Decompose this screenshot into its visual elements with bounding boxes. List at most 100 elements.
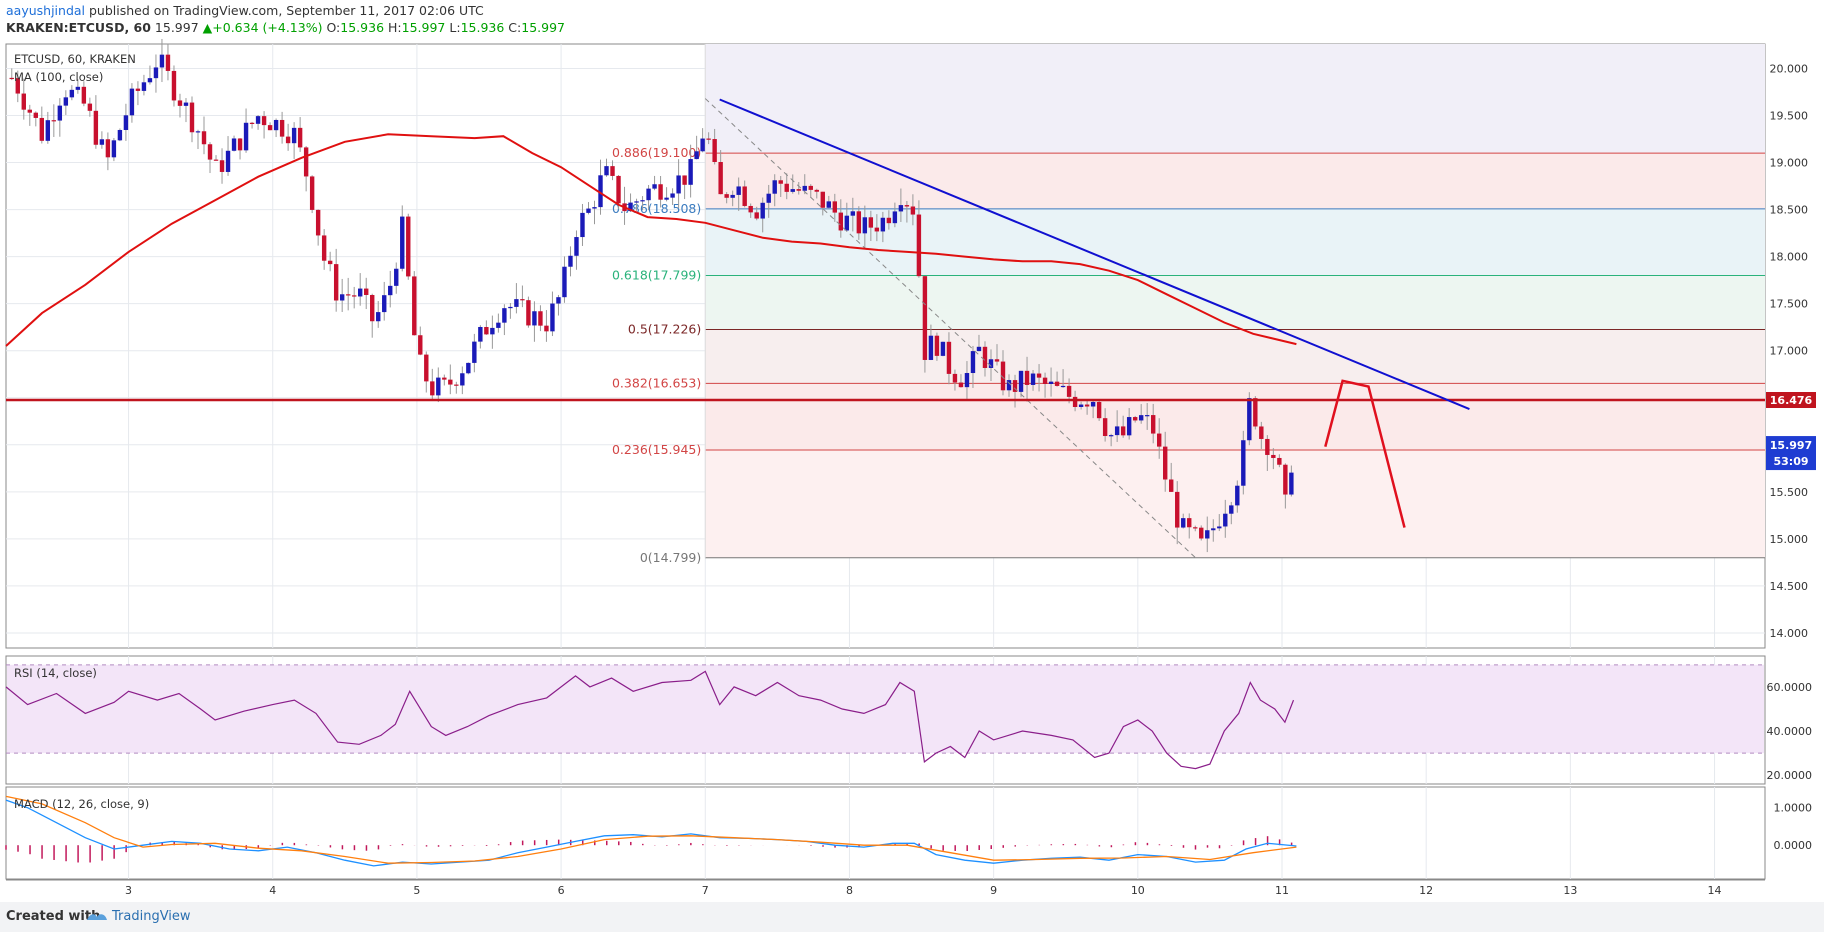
candle-body [610, 166, 615, 176]
tradingview-logo-icon [87, 914, 107, 920]
candle-body [195, 131, 201, 133]
candle-body [940, 341, 946, 356]
candle-body [9, 77, 14, 80]
candle-body [568, 255, 573, 267]
candle-body [640, 200, 645, 202]
candle-body [502, 308, 507, 323]
candle-body [592, 207, 597, 209]
close-label: C: [508, 20, 522, 35]
candle-body [285, 136, 291, 144]
candle-body [171, 70, 177, 101]
candle-body [1229, 505, 1234, 514]
created-with-text: Created with [6, 909, 101, 924]
candle-body [1024, 370, 1030, 385]
fib-band [705, 275, 1765, 330]
tradingview-brand-link[interactable]: TradingView [112, 909, 191, 924]
candle-body [105, 139, 111, 158]
high-label: H: [388, 20, 402, 35]
candle-body [724, 194, 729, 198]
candle-body [646, 188, 651, 201]
candle-body [514, 299, 519, 307]
candle-body [988, 359, 994, 368]
candle-body [1144, 415, 1150, 417]
candle-body [604, 166, 609, 176]
overlays [5, 98, 1765, 559]
candle-body [267, 125, 273, 131]
candle-body [538, 311, 543, 326]
candle-body [712, 139, 717, 163]
rsi-tick-label: 40.0000 [1767, 725, 1813, 738]
fib-label: 0.5(17.226) [628, 321, 701, 336]
candle-body [994, 359, 1000, 362]
fib-band [705, 153, 1765, 209]
resistance-price-label: 16.476 [1770, 394, 1813, 407]
candle-body [424, 354, 429, 382]
candle-body [508, 306, 513, 309]
candle-body [327, 260, 333, 265]
candle-body [562, 266, 567, 298]
candle-body [418, 335, 423, 355]
candle-body [1048, 381, 1054, 384]
candle-body [135, 88, 141, 91]
low-value: 15.936 [460, 20, 505, 35]
candle-body [1102, 418, 1108, 437]
candle-body [297, 127, 303, 148]
candle-body [586, 208, 591, 213]
candle-body [412, 276, 417, 336]
candle-body [1006, 380, 1012, 391]
candle-body [886, 217, 892, 224]
candle-body [748, 205, 753, 213]
candle-body [394, 268, 399, 286]
candle-body [616, 175, 621, 204]
rsi-band-fill [7, 664, 1764, 754]
candle-body [303, 147, 309, 177]
candle-body [345, 294, 351, 296]
candles [9, 38, 1294, 553]
y-tick-label: 14.000 [1770, 627, 1809, 640]
candle-body [598, 175, 603, 208]
candle-body [255, 116, 261, 124]
fib-label: 0.236(15.945) [612, 442, 701, 457]
candle-body [1030, 373, 1036, 385]
author-link[interactable]: aayushjindal [6, 3, 86, 18]
candle-body [496, 322, 501, 328]
candle-body [460, 373, 465, 386]
candle-body [694, 151, 699, 160]
candle-body [99, 139, 105, 145]
candle-body [454, 384, 459, 386]
candle-body [880, 217, 886, 232]
open-label: O: [326, 20, 341, 35]
candle-body [550, 303, 555, 332]
fib-anchor-line [704, 98, 1196, 559]
publish-line: aayushjindal published on TradingView.co… [6, 3, 484, 18]
candle-body [219, 160, 225, 172]
ma-line [5, 133, 1297, 347]
candle-body [820, 191, 825, 208]
candle-body [261, 116, 267, 126]
y-tick-label: 19.500 [1770, 110, 1809, 123]
candle-body [490, 327, 495, 335]
candle-body [351, 295, 357, 297]
candle-body [1138, 415, 1144, 421]
candle-body [1181, 518, 1186, 528]
candle-body [1157, 433, 1162, 447]
candle-body [400, 216, 405, 269]
chart-canvas[interactable]: 0.886(19.100)0.786(18.508)0.618(17.799)0… [0, 0, 1824, 900]
candle-body [1000, 361, 1006, 391]
candle-body [1187, 518, 1192, 528]
candle-body [33, 112, 38, 118]
candle-body [466, 362, 471, 374]
candle-body [574, 237, 579, 256]
macd-pane-frame [5, 786, 1766, 880]
y-tick-label: 19.000 [1770, 157, 1809, 170]
fib-label: 0.382(16.653) [612, 375, 701, 390]
candle-body [1283, 464, 1288, 495]
candle-body [189, 102, 195, 133]
candle-body [922, 276, 928, 360]
candle-body [898, 205, 904, 212]
candle-body [1066, 385, 1072, 397]
candle-body [364, 288, 369, 295]
candle-body [676, 175, 681, 194]
macd-tick-label: 1.0000 [1774, 802, 1813, 815]
candle-body [760, 202, 765, 219]
